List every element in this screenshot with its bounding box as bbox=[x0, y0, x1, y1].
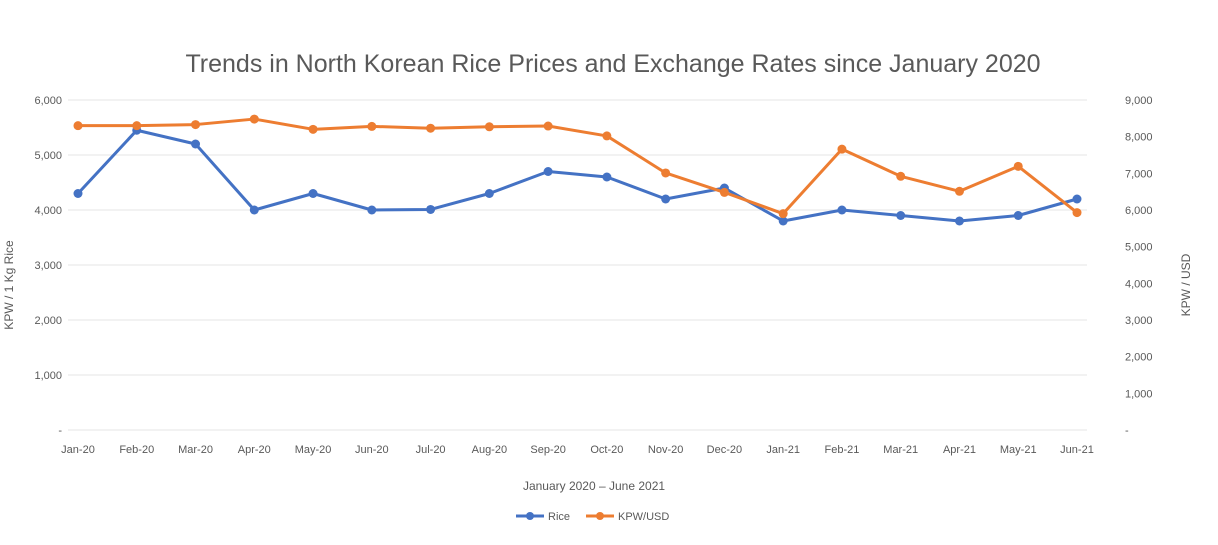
data-point bbox=[367, 121, 377, 131]
data-point bbox=[661, 194, 671, 204]
data-point bbox=[308, 189, 318, 198]
data-point bbox=[73, 189, 83, 198]
data-point bbox=[484, 189, 494, 198]
right-tick-label: 2,000 bbox=[1125, 352, 1153, 364]
x-tick-label: Jun-21 bbox=[1060, 444, 1094, 456]
right-tick-label: 4,000 bbox=[1125, 278, 1153, 290]
data-point bbox=[73, 121, 83, 131]
data-point bbox=[426, 123, 436, 133]
data-point bbox=[367, 205, 377, 215]
left-tick-label: - bbox=[58, 425, 62, 437]
series-line-rice bbox=[76, 128, 1078, 223]
x-tick-label: Oct-20 bbox=[590, 444, 623, 456]
left-tick-label: 6,000 bbox=[34, 95, 62, 107]
left-tick-label: 4,000 bbox=[34, 205, 62, 217]
x-tick-label: Feb-20 bbox=[119, 444, 154, 456]
right-tick-label: 1,000 bbox=[1125, 388, 1153, 400]
x-tick-label: Jul-20 bbox=[416, 444, 446, 456]
x-tick-label: Nov-20 bbox=[648, 444, 683, 456]
chart-title: Trends in North Korean Rice Prices and E… bbox=[185, 50, 1040, 78]
x-tick-label: Mar-20 bbox=[178, 444, 213, 456]
gridlines bbox=[68, 99, 1087, 431]
data-point bbox=[543, 167, 553, 176]
right-tick-label: 7,000 bbox=[1125, 168, 1153, 180]
right-tick-label: 5,000 bbox=[1125, 242, 1153, 254]
legend-label: Rice bbox=[548, 511, 570, 523]
data-point bbox=[837, 144, 847, 154]
data-point bbox=[837, 205, 847, 215]
data-point bbox=[132, 121, 142, 131]
data-point bbox=[543, 121, 553, 131]
x-tick-label: Mar-21 bbox=[883, 444, 918, 456]
data-point bbox=[954, 216, 964, 226]
left-tick-label: 2,000 bbox=[34, 315, 62, 327]
data-point bbox=[778, 209, 788, 219]
x-tick-label: May-20 bbox=[295, 444, 332, 456]
x-tick-label: Jan-21 bbox=[766, 444, 800, 456]
data-point bbox=[1013, 211, 1023, 220]
data-point bbox=[308, 124, 318, 134]
data-point bbox=[1072, 208, 1082, 218]
data-point bbox=[602, 131, 612, 141]
data-point bbox=[1013, 161, 1023, 171]
data-point bbox=[602, 172, 612, 182]
data-point bbox=[896, 211, 906, 220]
x-tick-label: May-21 bbox=[1000, 444, 1037, 456]
data-point bbox=[191, 120, 201, 130]
series-line-kpw-usd bbox=[78, 117, 1078, 216]
x-tick-label: Jan-20 bbox=[61, 444, 95, 456]
x-axis-title: January 2020 – June 2021 bbox=[523, 479, 665, 493]
x-tick-label: Apr-21 bbox=[943, 444, 976, 456]
legend-marker bbox=[526, 512, 534, 520]
data-point bbox=[661, 168, 671, 178]
right-tick-label: 8,000 bbox=[1125, 132, 1153, 144]
right-tick-label: 9,000 bbox=[1125, 95, 1153, 107]
x-tick-label: Jun-20 bbox=[355, 444, 389, 456]
left-axis-ticks: - 1,000 2,000 3,000 4,000 5,000 6,000 bbox=[34, 95, 62, 437]
legend-marker bbox=[596, 512, 604, 520]
data-point bbox=[249, 114, 259, 124]
x-tick-label: Dec-20 bbox=[707, 444, 742, 456]
right-tick-label: 6,000 bbox=[1125, 205, 1153, 217]
data-point bbox=[1072, 194, 1082, 204]
x-tick-label: Aug-20 bbox=[472, 444, 507, 456]
data-point bbox=[484, 122, 494, 132]
left-tick-label: 3,000 bbox=[34, 260, 62, 272]
data-point bbox=[249, 205, 259, 215]
x-tick-label: Apr-20 bbox=[238, 444, 271, 456]
right-tick-label: - bbox=[1125, 425, 1129, 437]
series-layer bbox=[73, 114, 1082, 226]
x-axis-ticks: Jan-20 Feb-20 Mar-20 Apr-20 May-20 Jun-20 Jul-… bbox=[61, 444, 1094, 456]
right-tick-label: 3,000 bbox=[1125, 315, 1153, 327]
left-axis-title: KPW / 1 Kg Rice bbox=[2, 240, 16, 330]
x-tick-label: Feb-21 bbox=[825, 444, 860, 456]
data-point bbox=[191, 139, 201, 149]
legend-label: KPW/USD bbox=[618, 511, 669, 523]
legend: Rice KPW/USD bbox=[516, 511, 669, 523]
left-tick-label: 5,000 bbox=[34, 150, 62, 162]
data-point bbox=[778, 216, 788, 226]
right-axis-ticks: - 1,000 2,000 3,000 4,000 5,000 6,000 7,000 8,00… bbox=[1125, 95, 1153, 437]
x-tick-label: Sep-20 bbox=[530, 444, 565, 456]
left-tick-label: 1,000 bbox=[34, 370, 62, 382]
right-axis-title: KPW / USD bbox=[1179, 253, 1193, 316]
data-point bbox=[954, 186, 964, 196]
data-point bbox=[426, 204, 436, 214]
data-point bbox=[896, 171, 906, 181]
data-point bbox=[719, 187, 729, 197]
